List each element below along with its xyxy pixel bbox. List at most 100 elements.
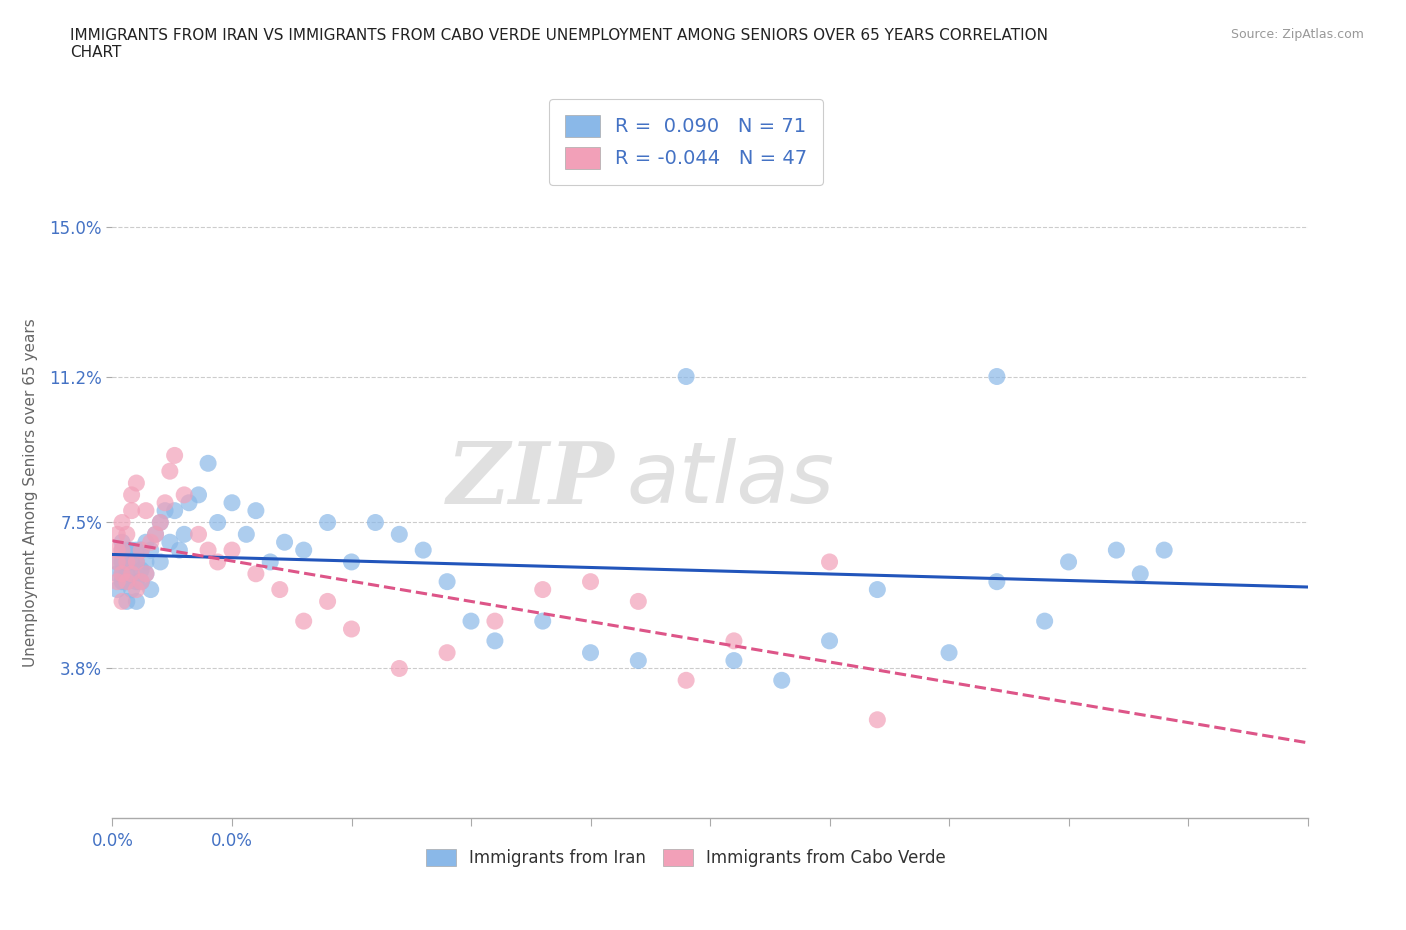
Point	[207, 554, 229, 569]
Point	[388, 661, 411, 676]
Point	[388, 527, 411, 542]
Point	[273, 535, 295, 550]
Point	[938, 645, 960, 660]
Point	[460, 614, 482, 629]
Point	[579, 645, 602, 660]
Point	[145, 527, 167, 542]
Point	[129, 563, 152, 578]
Point	[105, 543, 128, 558]
Point	[1057, 554, 1080, 569]
Point	[105, 527, 128, 542]
Point	[115, 554, 138, 569]
Point	[125, 594, 148, 609]
Point	[125, 543, 148, 558]
Point	[129, 574, 152, 589]
Point	[340, 554, 363, 569]
Point	[153, 496, 176, 511]
Point	[627, 653, 650, 668]
Point	[531, 614, 554, 629]
Point	[149, 515, 172, 530]
Point	[207, 515, 229, 530]
Point	[153, 503, 176, 518]
Point	[111, 535, 134, 550]
Point	[105, 582, 128, 597]
Point	[484, 633, 506, 648]
Point	[173, 527, 195, 542]
Point	[125, 475, 148, 490]
Point	[135, 503, 157, 518]
Text: Source: ZipAtlas.com: Source: ZipAtlas.com	[1230, 28, 1364, 41]
Point	[245, 503, 267, 518]
Point	[135, 535, 157, 550]
Point	[259, 554, 281, 569]
Point	[105, 554, 128, 569]
Point	[125, 554, 148, 569]
Point	[1033, 614, 1056, 629]
Point	[235, 527, 257, 542]
Point	[436, 574, 458, 589]
Point	[316, 594, 339, 609]
Point	[340, 621, 363, 636]
Point	[1153, 543, 1175, 558]
Point	[115, 594, 138, 609]
Point	[105, 554, 128, 569]
Point	[159, 535, 181, 550]
Point	[121, 554, 143, 569]
Point	[163, 503, 186, 518]
Y-axis label: Unemployment Among Seniors over 65 years: Unemployment Among Seniors over 65 years	[24, 319, 38, 668]
Point	[177, 496, 200, 511]
Point	[111, 566, 134, 581]
Point	[139, 543, 162, 558]
Point	[111, 554, 134, 569]
Point	[221, 543, 243, 558]
Text: atlas: atlas	[627, 438, 834, 522]
Point	[111, 543, 134, 558]
Point	[115, 554, 138, 569]
Point	[121, 543, 143, 558]
Point	[139, 535, 162, 550]
Point	[129, 543, 152, 558]
Point	[173, 487, 195, 502]
Point	[149, 554, 172, 569]
Point	[245, 566, 267, 581]
Point	[145, 527, 167, 542]
Point	[111, 566, 134, 581]
Point	[1105, 543, 1128, 558]
Point	[866, 712, 889, 727]
Point	[129, 543, 152, 558]
Text: IMMIGRANTS FROM IRAN VS IMMIGRANTS FROM CABO VERDE UNEMPLOYMENT AMONG SENIORS OV: IMMIGRANTS FROM IRAN VS IMMIGRANTS FROM …	[70, 28, 1049, 60]
Point	[115, 574, 138, 589]
Point	[221, 496, 243, 511]
Point	[675, 673, 697, 688]
Point	[436, 645, 458, 660]
Point	[723, 653, 745, 668]
Point	[412, 543, 434, 558]
Point	[121, 503, 143, 518]
Point	[129, 574, 152, 589]
Point	[986, 574, 1008, 589]
Point	[111, 515, 134, 530]
Point	[531, 582, 554, 597]
Point	[111, 594, 134, 609]
Point	[986, 369, 1008, 384]
Point	[111, 543, 134, 558]
Point	[1129, 566, 1152, 581]
Point	[121, 487, 143, 502]
Point	[364, 515, 387, 530]
Point	[115, 566, 138, 581]
Point	[125, 554, 148, 569]
Point	[579, 574, 602, 589]
Point	[135, 554, 157, 569]
Point	[675, 369, 697, 384]
Point	[269, 582, 291, 597]
Point	[187, 527, 209, 542]
Point	[105, 574, 128, 589]
Point	[121, 566, 143, 581]
Point	[818, 633, 841, 648]
Point	[149, 515, 172, 530]
Point	[292, 543, 315, 558]
Point	[292, 614, 315, 629]
Point	[723, 633, 745, 648]
Point	[163, 448, 186, 463]
Point	[125, 574, 148, 589]
